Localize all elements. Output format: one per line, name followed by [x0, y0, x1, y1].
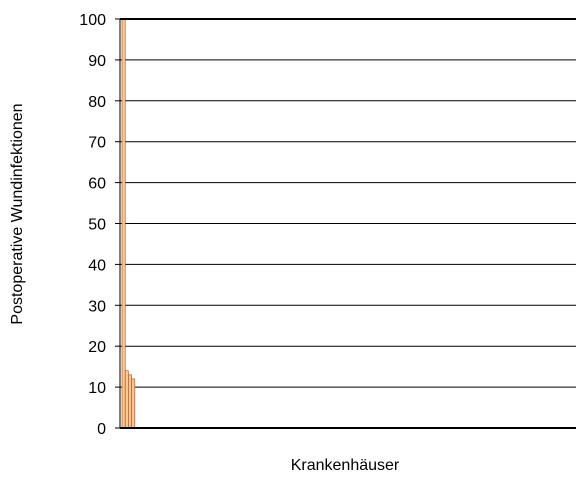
y-tick-labels: 0 10 20 30 40 50 60 70 80 90 100	[79, 12, 106, 438]
y-tick-label: 30	[88, 298, 106, 315]
axes	[119, 18, 576, 429]
bar	[131, 378, 136, 429]
y-tick-label: 80	[88, 94, 106, 111]
y-tick-label: 60	[88, 176, 106, 193]
bar	[128, 374, 132, 429]
y-tick-label: 70	[88, 135, 106, 152]
y-tick-label: 20	[88, 339, 106, 356]
bar	[121, 18, 126, 429]
gridlines	[115, 18, 576, 429]
x-axis-title: Krankenhäuser	[291, 457, 400, 474]
y-tick-label: 0	[97, 421, 106, 438]
y-axis-title: Postoperative Wundinfektionen	[9, 103, 26, 324]
y-tick-label: 90	[88, 53, 106, 70]
y-tick-label: 40	[88, 257, 106, 274]
y-tick-label: 100	[79, 12, 106, 29]
bar	[124, 370, 129, 429]
y-tick-label: 10	[88, 380, 106, 397]
y-tick-label: 50	[88, 217, 106, 234]
